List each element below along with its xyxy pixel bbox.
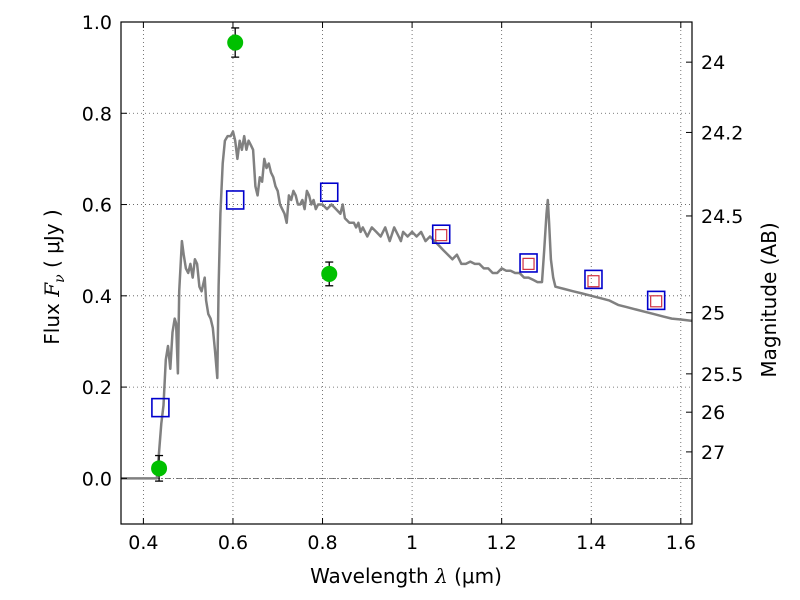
y-tick-label: 0.8 — [82, 103, 112, 125]
x-tick-label: 1.4 — [576, 532, 606, 554]
model-flux-square — [225, 190, 245, 210]
x-tick-label: 1 — [406, 532, 418, 554]
x-tick-label: 0.6 — [218, 532, 248, 554]
model-flux-square — [151, 397, 170, 418]
model-flux-inner-square — [435, 229, 448, 242]
x-tick-label: 1.2 — [487, 532, 517, 554]
model-flux-inner-square — [587, 275, 600, 288]
model-flux-inner-square — [650, 295, 663, 308]
x-axis-label: Wavelength λ (μm) — [310, 564, 502, 588]
magnitude-tick-label: 24.5 — [701, 206, 743, 228]
model-flux-square — [584, 269, 603, 290]
magnitude-tick-label: 24 — [701, 52, 725, 74]
model-flux-inner-square — [522, 257, 535, 270]
model-flux-square — [319, 182, 339, 203]
magnitude-tick-label: 25 — [701, 303, 725, 325]
observed-photometry-markers — [151, 27, 338, 482]
model-flux-square — [646, 290, 666, 311]
observed-flux-point — [321, 265, 338, 282]
model-photometry-markers — [151, 182, 666, 418]
observed-flux-point — [227, 34, 244, 51]
magnitude-tick-label: 27 — [701, 442, 725, 464]
sed-model-curve — [121, 130, 693, 480]
axis-ticks: 0.4 0.6 0.8 1 1.2 1.4 1.6 0.0 0.2 0.4 0.6 0.8 1.0 24 2… — [82, 12, 744, 554]
x-tick-label: 0.4 — [128, 532, 158, 554]
magnitude-axis-label: Magnitude (AB) — [757, 222, 781, 377]
y-tick-label: 0.0 — [82, 468, 112, 490]
grid-lines — [121, 21, 692, 524]
magnitude-tick-label: 26 — [701, 402, 725, 424]
y-tick-label: 1.0 — [82, 12, 112, 34]
model-flux-square — [431, 224, 451, 245]
x-tick-label: 0.8 — [307, 532, 337, 554]
observed-flux-point — [151, 460, 168, 477]
y-tick-label: 0.6 — [82, 195, 112, 217]
y-tick-label: 0.4 — [82, 286, 112, 308]
x-tick-label: 1.6 — [666, 532, 696, 554]
sed-model-line — [121, 130, 693, 480]
y-axis-label: Flux Fν ( μJy ) — [40, 209, 68, 344]
magnitude-tick-label: 25.5 — [701, 364, 743, 386]
y-tick-label: 0.2 — [82, 377, 112, 399]
plot-frame — [120, 21, 693, 525]
model-flux-square — [519, 253, 538, 273]
magnitude-tick-label: 24.2 — [701, 122, 743, 144]
